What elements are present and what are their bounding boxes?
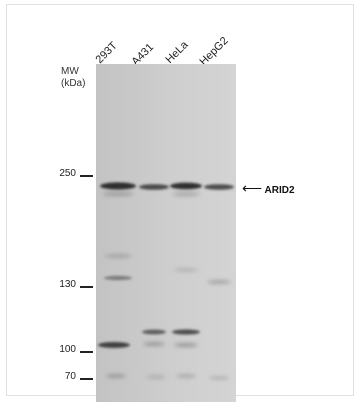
arrow-left-icon: ⟵ <box>242 180 263 196</box>
mw-tick-250 <box>80 175 93 177</box>
mw-tick-70 <box>80 378 93 380</box>
mw-tick-130 <box>80 286 93 288</box>
target-protein-name: ARID2 <box>264 185 295 196</box>
blot-image <box>98 182 234 380</box>
mw-title: MW (kDa) <box>61 66 85 90</box>
mw-label-70: 70 <box>64 371 76 382</box>
mw-label-100: 100 <box>59 344 76 355</box>
mw-title-line2: (kDa) <box>61 78 86 89</box>
mw-label-130: 130 <box>59 279 76 290</box>
band-arid2-a431 <box>139 184 169 190</box>
mw-label-250: 250 <box>59 168 76 179</box>
target-label: ⟵ ARID2 <box>242 180 295 197</box>
band-arid2-293t <box>100 182 136 190</box>
band-arid2-hela <box>170 182 202 190</box>
mw-title-line1: MW <box>61 66 79 77</box>
mw-tick-100 <box>80 351 93 353</box>
band-arid2-hepg2 <box>204 184 234 190</box>
western-blot-membrane <box>96 64 236 402</box>
